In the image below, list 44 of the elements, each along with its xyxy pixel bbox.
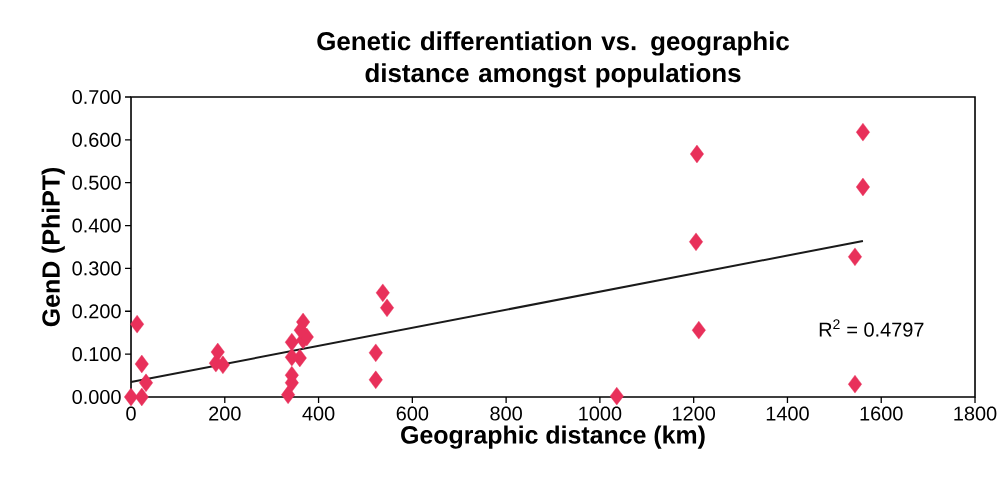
point: [124, 387, 138, 407]
point: [134, 354, 149, 374]
point: [689, 232, 703, 252]
x-tick-label: 1000: [579, 406, 622, 421]
point: [139, 373, 153, 393]
y-axis-title: GenD (PhiPT): [41, 167, 65, 327]
point: [210, 342, 225, 362]
point: [848, 247, 862, 267]
y-tick-label: 0.400: [72, 218, 121, 233]
point: [368, 370, 383, 390]
x-tick-label: 200: [209, 406, 241, 421]
x-tick-label: 600: [396, 406, 429, 421]
point: [856, 177, 870, 197]
chart-title: Genetic differentiation vs. geographic distance amongst populations: [317, 31, 790, 88]
point: [848, 374, 862, 394]
x-tick-label: 400: [302, 406, 335, 421]
y-tick-label: 0.000: [72, 389, 121, 405]
y-tick-label: 0.200: [72, 304, 121, 319]
x-tick-label: 0: [126, 406, 136, 421]
point: [292, 348, 307, 368]
y-tick-label: 0.300: [72, 261, 121, 276]
point: [368, 343, 383, 363]
y-tick-label: 0.100: [72, 347, 121, 362]
x-axis-title: Geographic distance (km): [401, 425, 705, 449]
point: [609, 386, 624, 406]
y-tick-label: 0.600: [72, 132, 121, 147]
point: [691, 320, 706, 340]
point: [375, 283, 390, 303]
y-tick-label: 0.700: [72, 89, 121, 105]
x-tick-label: 1800: [954, 406, 997, 421]
x-tick-label: 800: [490, 406, 522, 421]
point: [380, 298, 394, 318]
x-tick-label: 1200: [673, 406, 716, 421]
annotation: R$^{2}$ = 0.4797: [819, 319, 924, 337]
x-tick-label: 1600: [860, 406, 903, 421]
y-tick-label: 0.500: [72, 175, 121, 190]
point: [134, 387, 149, 407]
point: [690, 144, 704, 164]
point: [215, 355, 230, 375]
point: [130, 314, 145, 334]
x-tick-label: 1400: [766, 406, 809, 421]
point: [284, 332, 299, 352]
point: [281, 385, 296, 405]
point: [856, 122, 870, 142]
